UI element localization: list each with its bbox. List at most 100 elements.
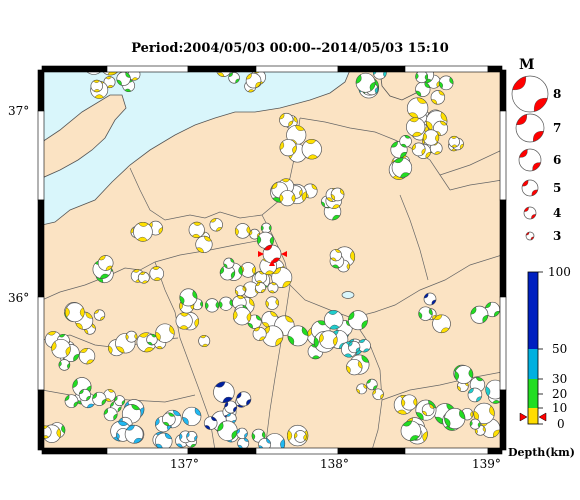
earthquake-event-116 bbox=[125, 330, 138, 343]
earthquake-event-236 bbox=[330, 187, 345, 202]
mainshock-marker-right bbox=[281, 251, 287, 257]
earthquake-event-196 bbox=[92, 391, 107, 406]
earthquake-event-91 bbox=[234, 285, 246, 297]
mainshock-marker-left bbox=[258, 251, 264, 257]
earthquake-event-89 bbox=[265, 296, 279, 310]
earthquake-event-97 bbox=[247, 314, 262, 329]
magnitude-legend-label-4: 4 bbox=[553, 206, 561, 220]
earthquake-event-117 bbox=[93, 309, 106, 321]
earthquake-event-238 bbox=[219, 265, 236, 281]
earthquake-event-179 bbox=[356, 383, 368, 395]
lat-tick-37: 37° bbox=[8, 104, 29, 118]
earthquake-event-191 bbox=[78, 388, 91, 402]
magnitude-legend-ball-8 bbox=[511, 75, 549, 113]
earthquake-event-134 bbox=[329, 249, 342, 262]
earthquake-event-226 bbox=[236, 427, 248, 440]
earthquake-event-167 bbox=[473, 402, 495, 425]
earthquake-mainshock bbox=[262, 244, 282, 264]
earthquake-event-189 bbox=[64, 394, 79, 409]
magnitude-legend-label-5: 5 bbox=[553, 181, 561, 195]
earthquake-event-72 bbox=[188, 221, 205, 238]
earthquake-event-225 bbox=[217, 420, 238, 441]
earthquake-event-224 bbox=[237, 437, 250, 450]
earthquake-event-151 bbox=[432, 314, 451, 334]
depth-tick-100: 100 bbox=[548, 265, 571, 279]
depth-legend-heading: Depth(km) bbox=[508, 446, 575, 459]
earthquake-event-242 bbox=[179, 288, 198, 307]
earthquake-event-100 bbox=[218, 296, 234, 311]
lat-tick-36: 36° bbox=[8, 291, 29, 305]
earthquake-event-93 bbox=[267, 282, 279, 294]
depth-bar-30-20 bbox=[528, 379, 538, 394]
depth-legend: 100 50 30 20 10 0 Depth(km) bbox=[508, 265, 575, 459]
earthquake-event-99 bbox=[252, 326, 267, 341]
magnitude-legend-ball-5 bbox=[521, 179, 539, 197]
earthquake-event-8 bbox=[228, 72, 240, 84]
earthquake-event-68 bbox=[256, 231, 274, 249]
earthquake-event-180 bbox=[372, 388, 384, 400]
earthquake-event-147 bbox=[348, 340, 361, 354]
earthquake-event-50 bbox=[391, 157, 413, 178]
depth-bar-100-50 bbox=[528, 272, 538, 349]
depth-bar-10-0 bbox=[528, 408, 538, 424]
earthquake-event-29 bbox=[438, 75, 454, 91]
noto-peninsula bbox=[42, 94, 127, 179]
earthquake-event-30 bbox=[415, 70, 429, 84]
earthquake-event-221 bbox=[236, 391, 252, 407]
lake-suwa bbox=[341, 291, 355, 299]
earthquake-event-216 bbox=[203, 416, 218, 430]
earthquake-event-220 bbox=[224, 400, 238, 414]
magnitude-legend-label-3: 3 bbox=[553, 229, 561, 243]
earthquake-event-155 bbox=[470, 305, 489, 324]
earthquake-event-208 bbox=[182, 406, 202, 427]
earthquake-event-82 bbox=[240, 262, 256, 278]
earthquake-event-207 bbox=[155, 432, 173, 450]
earthquake-event-95 bbox=[261, 311, 279, 328]
earthquake-event-141 bbox=[348, 310, 368, 331]
earthquake-event-67 bbox=[260, 222, 272, 234]
magnitude-legend-label-8: 8 bbox=[553, 87, 561, 101]
earthquake-event-23 bbox=[355, 72, 376, 93]
earthquake-event-158 bbox=[454, 365, 474, 385]
map-frame bbox=[37, 65, 507, 455]
earthquake-event-84 bbox=[271, 267, 293, 288]
depth-tick-10: 10 bbox=[552, 401, 567, 415]
earthquake-event-105 bbox=[198, 335, 211, 347]
earthquake-event-53 bbox=[399, 135, 412, 148]
earthquake-event-66 bbox=[234, 223, 251, 239]
earthquake-event-234 bbox=[124, 424, 144, 444]
depth-tick-30: 30 bbox=[552, 372, 567, 386]
earthquake-event-181 bbox=[366, 378, 378, 391]
earthquake-event-172 bbox=[444, 407, 466, 430]
earthquake-event-184 bbox=[401, 394, 418, 411]
earthquake-event-112 bbox=[146, 333, 158, 346]
earthquake-event-78 bbox=[137, 271, 150, 284]
earthquake-event-195 bbox=[103, 407, 118, 422]
earthquake-event-3 bbox=[90, 79, 103, 93]
earthquake-event-81 bbox=[97, 255, 114, 271]
magnitude-legend-ball-7 bbox=[515, 113, 545, 143]
earthquake-event-127 bbox=[58, 359, 71, 371]
earthquake-event-222 bbox=[213, 381, 235, 403]
earthquake-event-212 bbox=[186, 431, 198, 443]
earthquake-event-deep bbox=[423, 292, 437, 306]
earthquake-event-162 bbox=[467, 387, 483, 403]
earthquake-event-28 bbox=[430, 90, 446, 105]
depth-marker-right bbox=[538, 412, 547, 422]
earthquake-event-104 bbox=[232, 307, 252, 326]
earthquake-event-146 bbox=[357, 339, 371, 353]
earthquake-event-16 bbox=[279, 112, 294, 128]
depth-marker-left bbox=[519, 412, 528, 422]
earthquake-event-45 bbox=[422, 129, 440, 146]
earthquake-event-70 bbox=[195, 235, 213, 254]
earthquake-event-13 bbox=[245, 72, 262, 89]
earthquake-event-109 bbox=[175, 312, 193, 330]
lon-tick-139: 139° bbox=[472, 457, 501, 471]
magnitude-legend-ball-6 bbox=[518, 148, 542, 172]
magnitude-legend-heading: M bbox=[519, 57, 535, 73]
earthquake-event-174 bbox=[421, 403, 435, 417]
earthquake-event-231 bbox=[294, 430, 307, 443]
magnitude-legend-label-6: 6 bbox=[553, 153, 561, 167]
earthquake-event-76 bbox=[149, 266, 165, 281]
